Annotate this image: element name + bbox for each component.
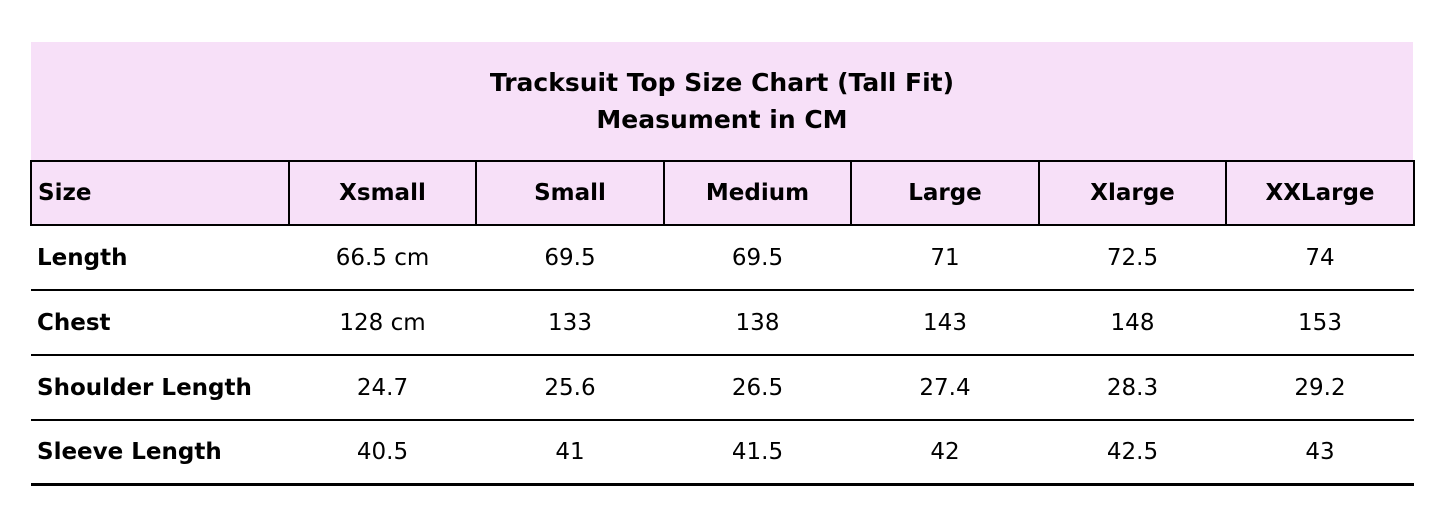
cell-length-small: 69.5 bbox=[476, 225, 664, 291]
cell-chest-small: 133 bbox=[476, 290, 664, 356]
cell-sleeve-xxlarge: 43 bbox=[1226, 420, 1414, 486]
cell-chest-xsmall: 128 cm bbox=[289, 290, 476, 356]
row-label-shoulder-length: Shoulder Length bbox=[31, 355, 289, 421]
cell-length-medium: 69.5 bbox=[664, 225, 851, 291]
cell-length-xsmall: 66.5 cm bbox=[289, 225, 476, 291]
cell-chest-medium: 138 bbox=[664, 290, 851, 356]
cell-sleeve-xsmall: 40.5 bbox=[289, 420, 476, 486]
cell-length-xlarge: 72.5 bbox=[1039, 225, 1226, 291]
cell-sleeve-small: 41 bbox=[476, 420, 664, 486]
title-banner: Tracksuit Top Size Chart (Tall Fit) Meas… bbox=[31, 42, 1413, 160]
header-cell-size: Size bbox=[30, 160, 290, 226]
cell-chest-xxlarge: 153 bbox=[1226, 290, 1414, 356]
header-cell-xxlarge: XXLarge bbox=[1225, 160, 1415, 226]
page-title: Tracksuit Top Size Chart (Tall Fit) bbox=[489, 68, 955, 97]
header-cell-medium: Medium bbox=[663, 160, 852, 226]
header-cell-xlarge: Xlarge bbox=[1038, 160, 1227, 226]
table-row-shoulder-length: Shoulder Length 24.7 25.6 26.5 27.4 28.3… bbox=[31, 355, 1414, 421]
size-chart-table: Size Xsmall Small Medium Large Xlarge XX… bbox=[30, 160, 1415, 486]
cell-length-large: 71 bbox=[851, 225, 1039, 291]
cell-sleeve-medium: 41.5 bbox=[664, 420, 851, 486]
table-row-chest: Chest 128 cm 133 138 143 148 153 bbox=[31, 290, 1414, 356]
cell-shoulder-small: 25.6 bbox=[476, 355, 664, 421]
cell-chest-xlarge: 148 bbox=[1039, 290, 1226, 356]
row-label-sleeve-length: Sleeve Length bbox=[31, 420, 289, 486]
table-row-sleeve-length: Sleeve Length 40.5 41 41.5 42 42.5 43 bbox=[31, 420, 1414, 486]
table-header-row: Size Xsmall Small Medium Large Xlarge XX… bbox=[30, 160, 1415, 226]
header-cell-xsmall: Xsmall bbox=[288, 160, 477, 226]
page-subtitle: Measument in CM bbox=[596, 105, 848, 134]
cell-shoulder-xxlarge: 29.2 bbox=[1226, 355, 1414, 421]
cell-length-xxlarge: 74 bbox=[1226, 225, 1414, 291]
cell-shoulder-xsmall: 24.7 bbox=[289, 355, 476, 421]
cell-chest-large: 143 bbox=[851, 290, 1039, 356]
row-label-length: Length bbox=[31, 225, 289, 291]
table-row-length: Length 66.5 cm 69.5 69.5 71 72.5 74 bbox=[31, 225, 1414, 291]
cell-sleeve-large: 42 bbox=[851, 420, 1039, 486]
cell-shoulder-xlarge: 28.3 bbox=[1039, 355, 1226, 421]
cell-shoulder-large: 27.4 bbox=[851, 355, 1039, 421]
cell-sleeve-xlarge: 42.5 bbox=[1039, 420, 1226, 486]
header-cell-large: Large bbox=[850, 160, 1040, 226]
header-cell-small: Small bbox=[475, 160, 665, 226]
cell-shoulder-medium: 26.5 bbox=[664, 355, 851, 421]
row-label-chest: Chest bbox=[31, 290, 289, 356]
